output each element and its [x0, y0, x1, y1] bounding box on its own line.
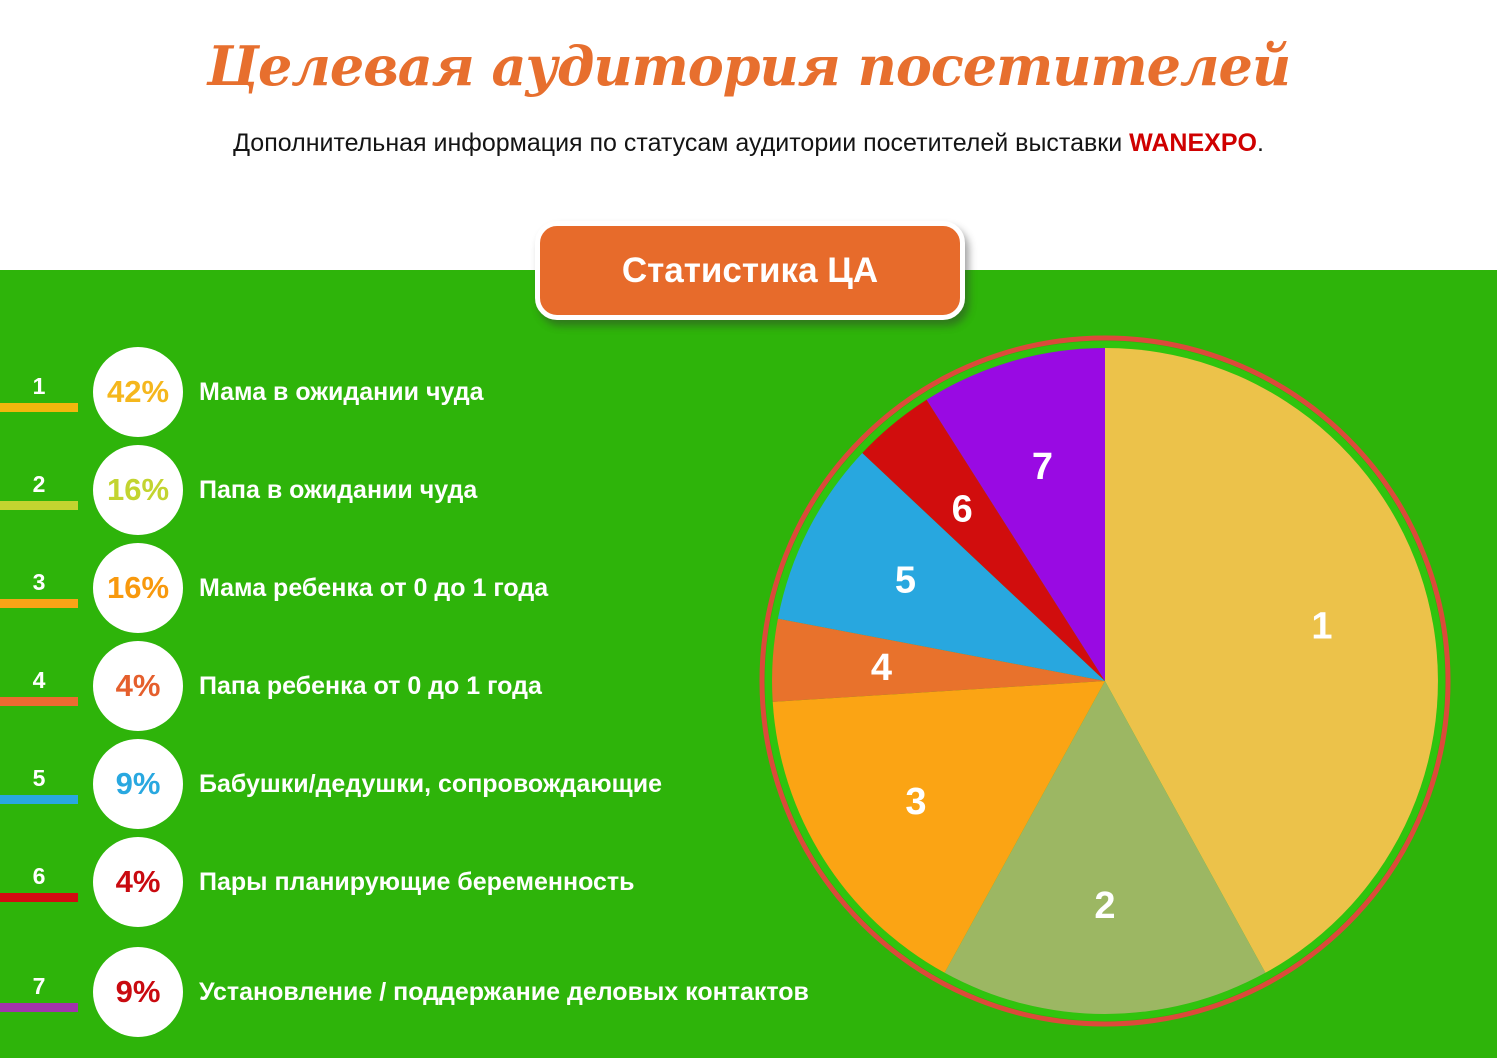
legend-color-bar — [0, 1002, 78, 1012]
statistics-badge-label: Статистика ЦА — [621, 250, 879, 290]
pie-slice-2 — [944, 681, 1266, 1014]
legend-color-bar — [0, 598, 78, 608]
legend-num-block: 6 — [0, 863, 78, 902]
legend-label: Мама в ожидании чуда — [199, 377, 484, 406]
pie-inner-green-ring — [765, 341, 1445, 1021]
legend-percent-circle: 4% — [93, 837, 183, 927]
legend-color-bar — [0, 696, 78, 706]
legend-percent-value: 9% — [115, 766, 161, 801]
page-subtitle: Дополнительная информация по статусам ау… — [0, 129, 1497, 158]
legend-percent-value: 16% — [106, 472, 170, 507]
legend-number: 2 — [32, 470, 46, 497]
legend-row: 2 16% Папа в ожидании чуда — [0, 441, 830, 539]
pie-slice-label-3: 3 — [905, 781, 926, 823]
page-title: Целевая аудитория посетителей — [206, 34, 1291, 98]
legend-number: 6 — [32, 862, 46, 889]
legend-percent-circle: 16% — [93, 445, 183, 535]
legend-number: 7 — [32, 972, 46, 999]
legend-num-block: 2 — [0, 471, 78, 510]
legend-color-bar — [0, 794, 78, 804]
legend-num-block: 3 — [0, 569, 78, 608]
legend-percent-circle: 16% — [93, 543, 183, 633]
pie-outer-red-ring — [759, 335, 1451, 1027]
legend-percent-circle: 4% — [93, 641, 183, 731]
legend-percent-circle: 9% — [93, 739, 183, 829]
legend-color-bar — [0, 402, 78, 412]
legend-label: Папа ребенка от 0 до 1 года — [199, 671, 542, 700]
legend-percent-value: 16% — [106, 570, 170, 605]
legend: 1 42% Мама в ожидании чуда 2 16% Папа в ожида… — [0, 343, 830, 1041]
legend-number: 4 — [32, 666, 46, 693]
pie-slice-4 — [772, 618, 1105, 702]
legend-label: Пары планирующие беременность — [199, 867, 635, 896]
legend-label: Мама ребенка от 0 до 1 года — [199, 573, 549, 602]
pie-slice-5 — [777, 453, 1105, 681]
legend-percent-value: 4% — [115, 668, 161, 703]
legend-num-block: 7 — [0, 973, 78, 1012]
pie-slice-label-1: 1 — [1311, 605, 1332, 647]
legend-number: 5 — [32, 764, 46, 791]
legend-percent-value: 9% — [115, 974, 161, 1009]
legend-label: Бабушки/дедушки, сопровождающие — [199, 769, 663, 798]
legend-row: 1 42% Мама в ожидании чуда — [0, 343, 830, 441]
legend-percent-value: 4% — [115, 864, 161, 899]
legend-label: Установление / поддержание деловых конта… — [199, 977, 809, 1006]
legend-row: 6 4% Пары планирующие беременность — [0, 833, 830, 931]
legend-color-bar — [0, 892, 78, 902]
pie-slice-label-7: 7 — [1032, 446, 1053, 488]
pie-slice-label-6: 6 — [952, 488, 973, 530]
pie-slice-label-2: 2 — [1094, 885, 1115, 927]
legend-percent-circle: 42% — [93, 347, 183, 437]
pie-slice-7 — [926, 348, 1105, 681]
legend-row: 3 16% Мама ребенка от 0 до 1 года — [0, 539, 830, 637]
legend-percent-circle: 9% — [93, 947, 183, 1037]
legend-percent-value: 42% — [106, 374, 170, 409]
legend-color-bar — [0, 500, 78, 510]
legend-num-block: 5 — [0, 765, 78, 804]
legend-row: 5 9% Бабушки/дедушки, сопровождающие — [0, 735, 830, 833]
subtitle-text: Дополнительная информация по статусам ау… — [233, 129, 1130, 157]
statistics-badge-button[interactable]: Статистика ЦА — [535, 221, 965, 320]
legend-row: 4 4% Папа ребенка от 0 до 1 года — [0, 637, 830, 735]
subtitle-period: . — [1256, 129, 1264, 157]
brand-name: WANEXPO — [1129, 129, 1257, 157]
pie-slice-3 — [772, 681, 1105, 973]
pie-slice-1 — [1105, 348, 1438, 973]
legend-num-block: 1 — [0, 373, 78, 412]
pie-slice-label-5: 5 — [895, 559, 916, 601]
legend-number: 3 — [32, 568, 46, 595]
pie-slice-label-4: 4 — [871, 647, 892, 689]
legend-row: 7 9% Установление / поддержание деловых ко… — [0, 943, 830, 1041]
legend-number: 1 — [32, 372, 46, 399]
pie-slice-6 — [862, 399, 1105, 681]
legend-num-block: 4 — [0, 667, 78, 706]
legend-label: Папа в ожидании чуда — [199, 475, 478, 504]
